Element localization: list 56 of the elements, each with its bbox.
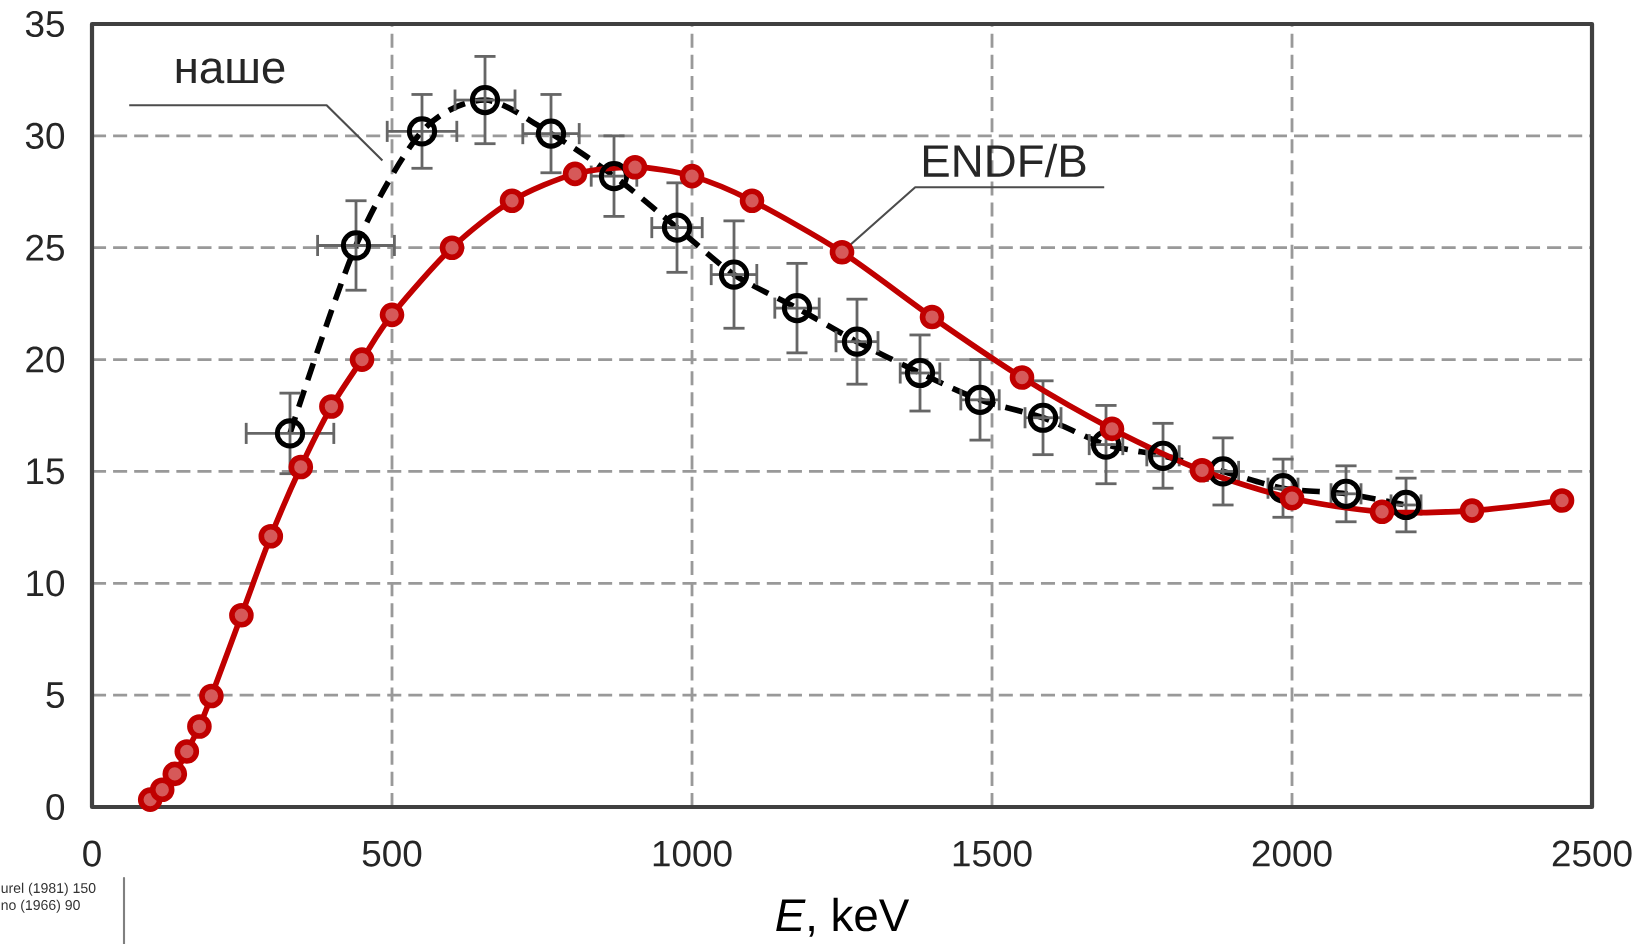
point xyxy=(919,304,945,330)
point xyxy=(406,116,438,147)
y-tick-label: 20 xyxy=(26,346,65,373)
text: no (1966) 90 xyxy=(1,899,80,913)
y-tick-label: 35 xyxy=(25,10,64,38)
point xyxy=(535,118,567,149)
text: ENDF/B xyxy=(923,143,1086,178)
point xyxy=(199,683,224,709)
x-tick-label: 2500 xyxy=(1552,840,1632,867)
point xyxy=(1459,498,1485,523)
point xyxy=(174,739,200,764)
y-tick-label: 5 xyxy=(46,682,64,709)
point xyxy=(829,239,855,265)
point xyxy=(679,163,705,189)
point xyxy=(661,212,693,243)
point xyxy=(258,524,284,549)
point xyxy=(349,347,375,372)
y-tick-label: 0 xyxy=(46,793,65,821)
text: urel (1981) 150 xyxy=(1,882,96,896)
x-tick-label: 1500 xyxy=(953,840,1032,867)
x-tick-label: 1000 xyxy=(653,840,732,867)
point xyxy=(340,230,372,261)
point xyxy=(319,394,344,419)
point xyxy=(162,761,188,787)
point xyxy=(187,714,212,739)
point xyxy=(274,418,306,449)
point xyxy=(718,259,750,290)
point xyxy=(1189,458,1215,483)
point xyxy=(841,326,873,357)
x-tick-label: 500 xyxy=(362,840,422,867)
point xyxy=(1549,488,1575,513)
point xyxy=(562,161,588,187)
point xyxy=(1009,365,1035,390)
point xyxy=(622,154,648,180)
point xyxy=(439,235,465,261)
point xyxy=(781,293,813,324)
point xyxy=(499,188,525,214)
point xyxy=(964,384,996,415)
point xyxy=(598,161,630,192)
point xyxy=(1099,416,1125,442)
point xyxy=(469,84,501,116)
point xyxy=(379,302,405,328)
x-tick-label: 0 xyxy=(83,840,101,867)
point xyxy=(229,602,254,628)
point xyxy=(149,777,175,803)
text: наше xyxy=(176,58,285,84)
point xyxy=(288,454,314,480)
y-tick-label: 10 xyxy=(27,570,65,597)
y-tick-label: 30 xyxy=(25,122,65,149)
x-tick-label: 2000 xyxy=(1252,840,1332,867)
point xyxy=(739,188,765,214)
y-tick-label: 25 xyxy=(26,234,64,261)
x-axis-title: E, keV xyxy=(776,897,910,937)
y-tick-label: 15 xyxy=(27,458,64,485)
point xyxy=(1369,499,1395,524)
point xyxy=(904,357,936,389)
